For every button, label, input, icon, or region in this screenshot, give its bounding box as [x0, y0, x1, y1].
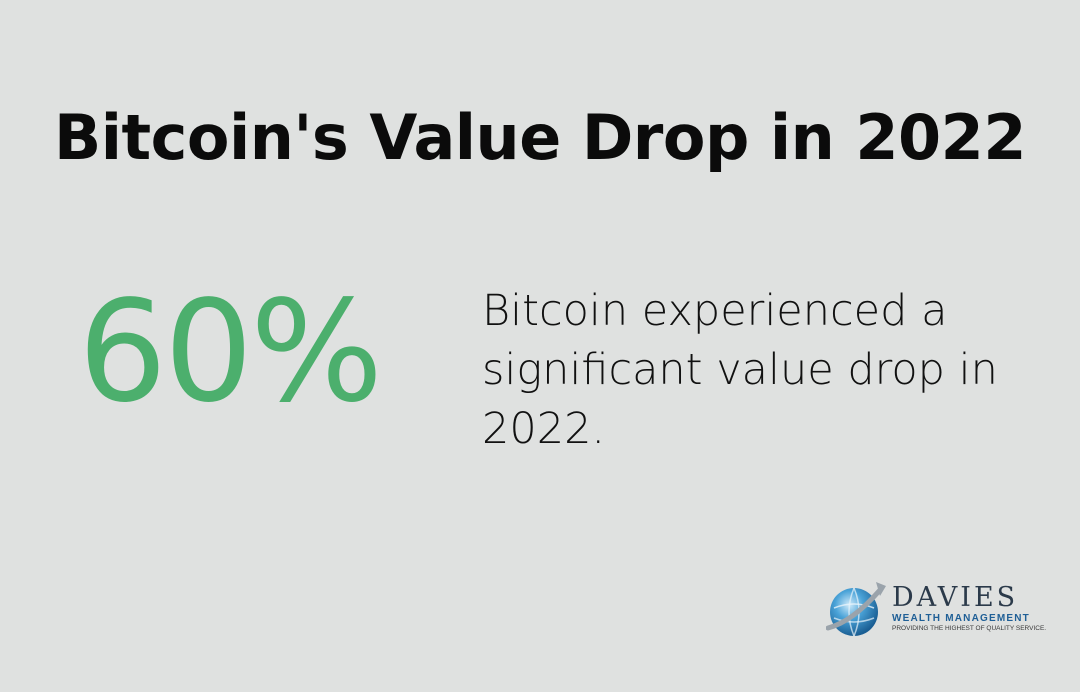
- globe-arrow-icon: [826, 582, 886, 637]
- stat-description: Bitcoin experienced a significant value …: [482, 286, 998, 454]
- logo-name: DAVIES: [892, 582, 1019, 613]
- logo-tagline: PROVIDING THE HIGHEST OF QUALITY SERVICE…: [892, 625, 1047, 632]
- stat-value: 60%: [78, 271, 383, 434]
- logo-subtitle: WEALTH MANAGEMENT: [892, 613, 1030, 624]
- page-title: Bitcoin's Value Drop in 2022: [54, 101, 1026, 174]
- brand-logo: DAVIES WEALTH MANAGEMENT PROVIDING THE H…: [826, 578, 1046, 640]
